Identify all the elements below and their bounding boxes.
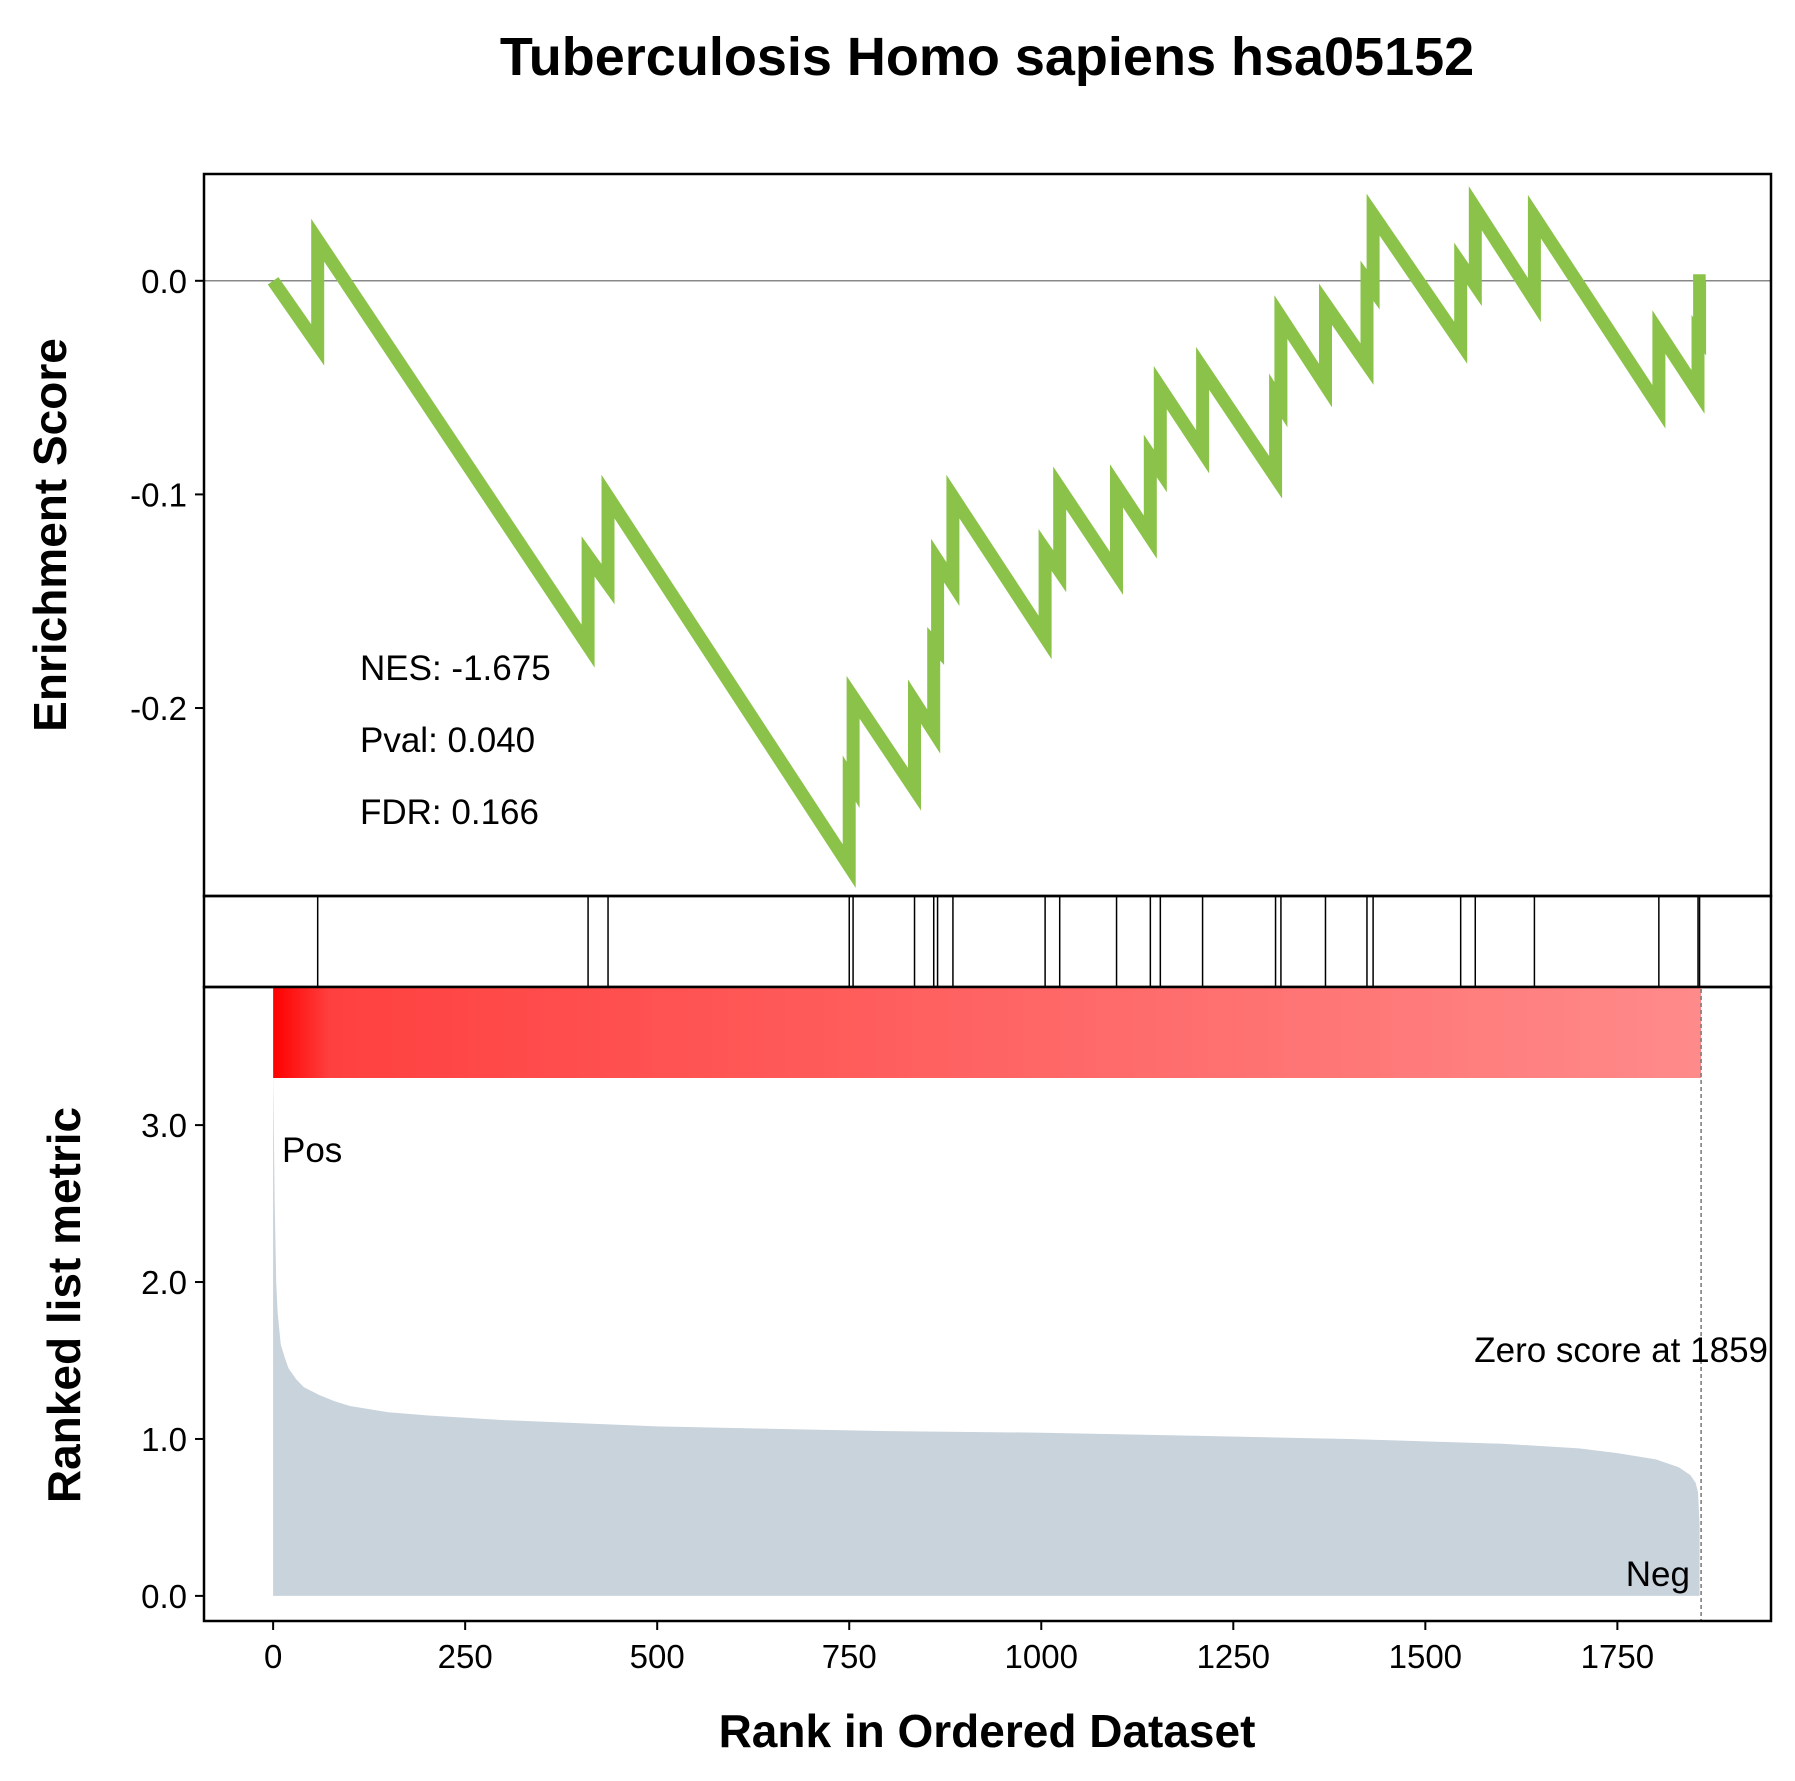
metric-area [273,1070,1700,1596]
hits-panel [202,894,1773,989]
metric-y-tick-label: 3.0 [141,1107,187,1144]
es-y-ticks: 0.0 -0.1 -0.2 [130,263,204,727]
x-tick-label: 500 [630,1638,685,1675]
metric-y-ticks: 0.0 1.0 2.0 3.0 [141,1107,204,1615]
pos-label: Pos [282,1131,342,1170]
pval-annotation: Pval: 0.040 [360,721,535,760]
es-y-tick-label: 0.0 [141,263,187,300]
zero-score-label: Zero score at 1859 [1474,1331,1768,1370]
hit-lines [316,896,1701,987]
fdr-annotation: FDR: 0.166 [360,793,539,832]
enrichment-panel: 0.0 -0.1 -0.2 Enrichment Score NES: -1.675… [24,172,1773,898]
x-axis-label: Rank in Ordered Dataset [719,1705,1256,1757]
metric-ylabel: Ranked list metric [38,1107,90,1503]
x-tick-label: 1750 [1581,1638,1654,1675]
heatmap-bar [273,988,1702,1078]
nes-annotation: NES: -1.675 [360,649,551,688]
x-tick-label: 0 [264,1638,282,1675]
metric-panel: Zero score at 1859 Pos Neg 0.01.02.03.0 … [38,985,1773,1623]
x-tick-label: 750 [822,1638,877,1675]
es-y-tick-label: -0.2 [130,690,187,727]
metric-panel-frame [202,985,1773,1623]
hits-panel-frame [202,894,1773,989]
x-tick-label: 1500 [1389,1638,1462,1675]
x-tick-label: 1000 [1005,1638,1078,1675]
es-line [267,186,1707,888]
x-tick-label: 1250 [1197,1638,1270,1675]
x-axis-ticks: 0 250 500 750 1000 1250 1500 1750 [264,1621,1654,1675]
x-tick-label: 250 [438,1638,493,1675]
neg-label: Neg [1626,1555,1690,1594]
metric-y-tick-label: 0.0 [141,1578,187,1615]
metric-y-tick-label: 2.0 [141,1264,187,1301]
es-y-tick-label: -0.1 [130,476,187,513]
metric-y-tick-label: 1.0 [141,1421,187,1458]
es-ylabel: Enrichment Score [24,338,76,732]
chart-title: Tuberculosis Homo sapiens hsa05152 [500,27,1474,87]
